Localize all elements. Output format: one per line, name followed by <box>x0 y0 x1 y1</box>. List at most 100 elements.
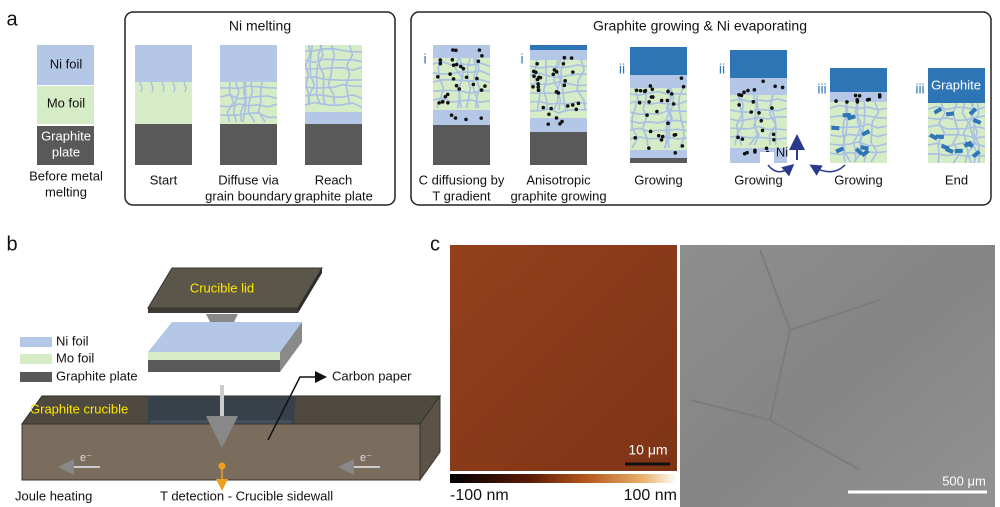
carbon-atom <box>633 136 638 140</box>
layer <box>630 47 687 75</box>
carbon-atom <box>648 84 653 88</box>
caption: melting <box>45 184 87 199</box>
electron-label: e⁻ <box>80 452 92 464</box>
ni-label: Ni <box>776 144 788 159</box>
grain-boundary <box>219 94 278 100</box>
carbon-atom <box>666 121 670 126</box>
layer-label: Mo foil <box>47 95 85 110</box>
carbon-atom <box>660 134 665 139</box>
carbon-atom <box>637 100 642 105</box>
carbon-atom <box>739 93 744 98</box>
grain-boundary <box>629 109 688 116</box>
grain-boundary <box>327 44 336 106</box>
pointer-label: Carbon paper <box>332 368 412 383</box>
carbon-atom <box>666 89 670 94</box>
carbon-atom <box>673 132 678 137</box>
grain-boundary <box>664 87 674 149</box>
carbon-atom <box>438 61 443 66</box>
graphite-flake <box>860 149 870 158</box>
scale-label: 500 μm <box>942 473 986 488</box>
carbon-atom <box>449 113 454 117</box>
scale-label: 10 μm <box>628 442 667 458</box>
grain-boundary <box>852 101 862 163</box>
graphite-flake <box>971 150 981 159</box>
grain-boundary <box>629 127 688 133</box>
carbon-atom <box>562 83 567 88</box>
carbon-atom <box>671 102 676 106</box>
stage-box <box>124 11 396 206</box>
carbon-atom <box>454 62 459 67</box>
carbon-atom <box>855 100 860 104</box>
carbon-atom <box>547 112 551 117</box>
grain-boundary <box>239 81 247 123</box>
graphite-flake <box>861 129 871 137</box>
carbon-atom <box>742 90 746 95</box>
carbon-atom <box>669 92 674 96</box>
carbon-atom <box>771 132 776 137</box>
grain-boundary <box>432 70 491 76</box>
crucible-lid-side <box>148 308 298 313</box>
carbon-atom <box>673 151 678 155</box>
graphite-flake <box>835 146 845 154</box>
layer <box>135 45 192 82</box>
carbon-atom <box>634 88 639 93</box>
layer-label: Ni foil <box>50 56 83 71</box>
carbon-atom <box>665 98 670 103</box>
sem-feature <box>689 249 881 471</box>
carbon-atom <box>759 118 764 123</box>
carbon-atom <box>451 63 456 67</box>
grain-boundary <box>961 102 970 164</box>
carbon-atom <box>536 85 541 89</box>
box-title: Ni melting <box>229 18 291 34</box>
afm-image <box>450 245 677 471</box>
layer <box>530 45 587 50</box>
carbon-atom <box>655 109 659 114</box>
carbon-atom <box>563 78 567 83</box>
legend-label: Graphite plate <box>56 368 138 383</box>
grain-boundary <box>752 94 760 146</box>
carbon-atom <box>464 75 469 80</box>
layer <box>37 86 94 124</box>
carbon-atom <box>570 103 575 107</box>
grain-boundary <box>304 101 363 109</box>
carbon-atom <box>443 94 448 99</box>
carbon-atom <box>565 104 570 108</box>
ni-layer <box>148 322 302 352</box>
layer <box>830 68 887 92</box>
layer-side <box>280 322 302 372</box>
carbon-atom <box>458 64 463 69</box>
graphite-flake <box>831 125 840 131</box>
carbon-atom <box>551 72 556 77</box>
grain-boundary <box>870 101 880 163</box>
caption: End <box>945 172 968 187</box>
layer <box>433 125 490 165</box>
notch <box>760 152 774 164</box>
carbon-atom <box>845 100 849 104</box>
grain-boundary <box>927 115 986 122</box>
carbon-atom <box>479 88 484 92</box>
grain-boundary <box>829 123 888 129</box>
carbon-atom <box>576 101 581 106</box>
carbon-atom <box>535 61 539 66</box>
grain-boundary <box>665 87 675 149</box>
grain-boundary <box>560 59 567 111</box>
carbon-atom <box>445 92 450 97</box>
grain-boundary <box>465 57 472 109</box>
grain-boundary <box>629 90 688 96</box>
carbon-atom <box>435 74 440 79</box>
caption: Growing <box>634 172 682 187</box>
carbon-atom <box>656 133 661 138</box>
carbon-atom <box>865 97 870 102</box>
layer-label: plate <box>52 144 80 159</box>
thermocouple <box>218 462 226 470</box>
carbon-atom <box>680 144 685 148</box>
grain-boundary <box>226 81 235 123</box>
caption: Growing <box>834 172 882 187</box>
grain-boundary <box>315 44 324 106</box>
crucible-lid-side <box>298 268 322 313</box>
caption: graphite plate <box>294 188 373 203</box>
step-label: iii <box>817 81 826 97</box>
legend-label: Mo foil <box>56 350 94 365</box>
